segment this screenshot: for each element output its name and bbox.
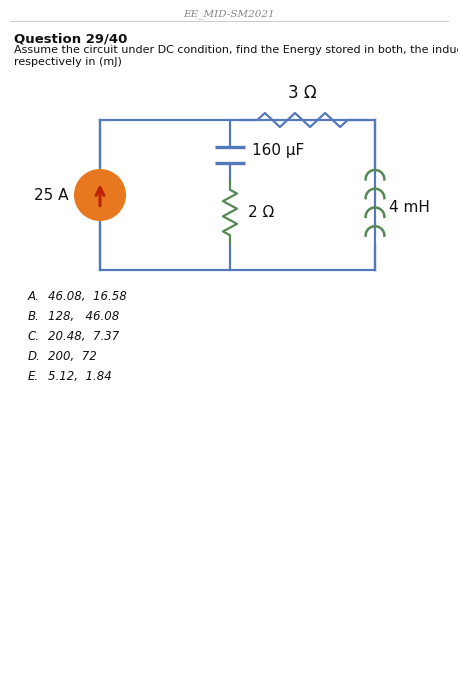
Text: EE_MID-SM2021: EE_MID-SM2021: [183, 9, 275, 19]
Text: 25 A: 25 A: [33, 188, 68, 202]
Text: 4 mH: 4 mH: [389, 200, 430, 215]
Text: A.: A.: [28, 290, 40, 303]
Text: 5.12,  1.84: 5.12, 1.84: [48, 370, 112, 383]
Text: 3 Ω: 3 Ω: [288, 84, 317, 102]
Text: E.: E.: [28, 370, 39, 383]
Text: 160 μF: 160 μF: [252, 144, 304, 158]
Text: 20.48,  7.37: 20.48, 7.37: [48, 330, 119, 343]
Text: 2 Ω: 2 Ω: [248, 205, 274, 220]
Text: C.: C.: [28, 330, 40, 343]
Text: respectively in (mJ): respectively in (mJ): [14, 57, 122, 67]
Text: 200,  72: 200, 72: [48, 350, 97, 363]
Text: Question 29/40: Question 29/40: [14, 32, 127, 45]
Text: B.: B.: [28, 310, 40, 323]
Text: Assume the circuit under DC condition, find the Energy stored in both, the induc: Assume the circuit under DC condition, f…: [14, 45, 458, 55]
Text: 46.08,  16.58: 46.08, 16.58: [48, 290, 127, 303]
Text: 128,   46.08: 128, 46.08: [48, 310, 119, 323]
Circle shape: [74, 169, 126, 221]
Text: D.: D.: [28, 350, 41, 363]
